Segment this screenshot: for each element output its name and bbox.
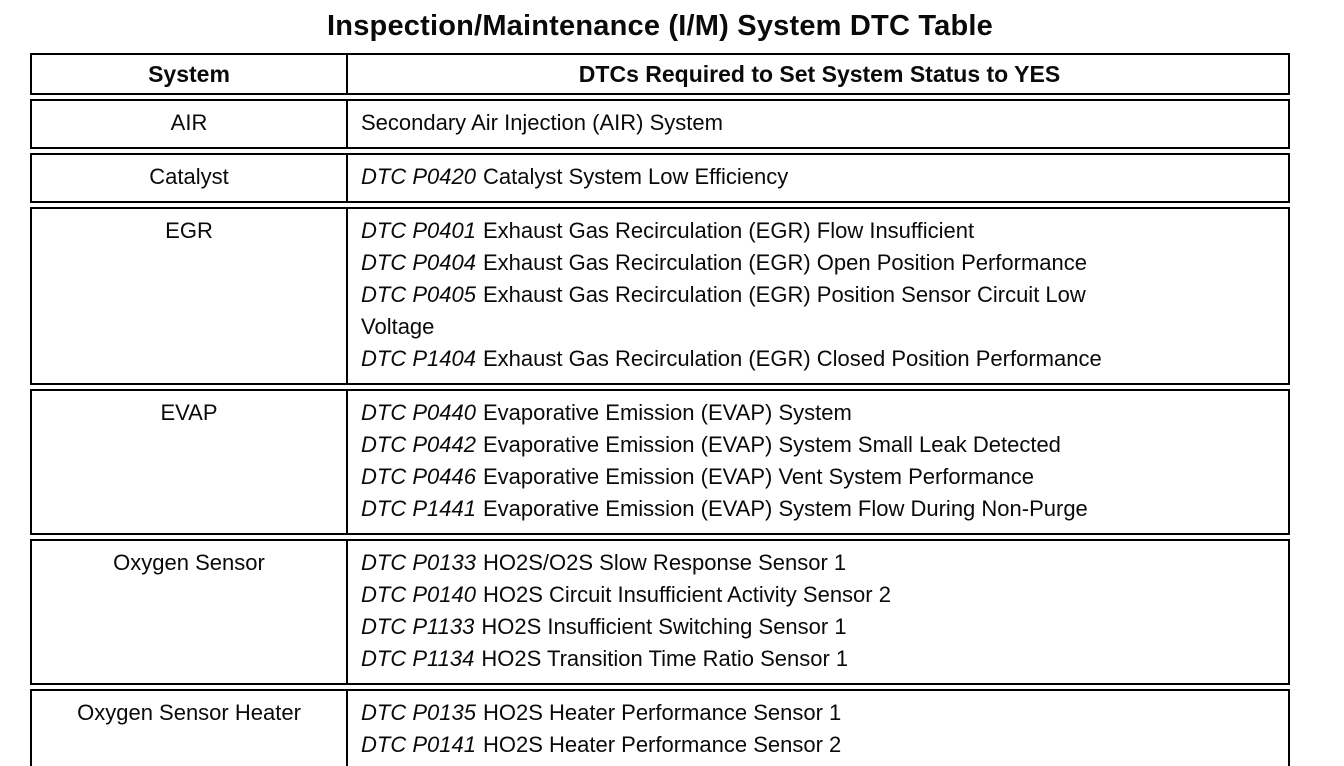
dtc-line: DTC P0133 HO2S/O2S Slow Response Sensor 1 xyxy=(361,547,1278,579)
dtc-cell: DTC P0133 HO2S/O2S Slow Response Sensor 1… xyxy=(348,541,1288,683)
system-cell: Oxygen Sensor Heater xyxy=(32,691,348,766)
dtc-code: DTC P0401 xyxy=(361,218,476,243)
dtc-text: Secondary Air Injection (AIR) System xyxy=(361,110,723,135)
table-row: EVAP DTC P0440 Evaporative Emission (EVAP)… xyxy=(30,389,1290,535)
header-system-cell: System xyxy=(32,55,348,93)
table-row: EGR DTC P0401 Exhaust Gas Recirculation (E… xyxy=(30,207,1290,385)
dtc-line: DTC P0401 Exhaust Gas Recirculation (EGR)… xyxy=(361,215,1278,247)
dtc-line: DTC P1441 Evaporative Emission (EVAP) Sys… xyxy=(361,493,1278,525)
dtc-text: HO2S Heater Performance Sensor 1 xyxy=(482,700,842,725)
dtc-text: HO2S Heater Performance Sensor 2 xyxy=(482,732,842,757)
dtc-text: Exhaust Gas Recirculation (EGR) Closed P… xyxy=(482,346,1102,371)
dtc-cell: Secondary Air Injection (AIR) System xyxy=(348,101,1288,147)
dtc-text: Exhaust Gas Recirculation (EGR) Flow Ins… xyxy=(482,218,975,243)
dtc-line: Secondary Air Injection (AIR) System xyxy=(361,107,1278,139)
dtc-code: DTC P0135 xyxy=(361,700,476,725)
dtc-line: DTC P0140 HO2S Circuit Insufficient Activ… xyxy=(361,579,1278,611)
dtc-line: DTC P0440 Evaporative Emission (EVAP) Sys… xyxy=(361,397,1278,429)
dtc-cell: DTC P0135 HO2S Heater Performance Sensor … xyxy=(348,691,1288,766)
dtc-code: DTC P0140 xyxy=(361,582,476,607)
dtc-text: Evaporative Emission (EVAP) System Small… xyxy=(482,432,1061,457)
dtc-line: DTC P1133 HO2S Insufficient Switching Sen… xyxy=(361,611,1278,643)
header-row: System DTCs Required to Set System Statu… xyxy=(30,53,1290,95)
table-body: AIR Secondary Air Injection (AIR) System C… xyxy=(30,99,1290,766)
dtc-line: DTC P0446 Evaporative Emission (EVAP) Ven… xyxy=(361,461,1278,493)
system-cell: Catalyst xyxy=(32,155,348,201)
dtc-line: DTC P0405 Exhaust Gas Recirculation (EGR)… xyxy=(361,279,1278,343)
dtc-line: DTC P0442 Evaporative Emission (EVAP) Sys… xyxy=(361,429,1278,461)
dtc-text: Exhaust Gas Recirculation (EGR) Open Pos… xyxy=(482,250,1088,275)
dtc-line: DTC P0404 Exhaust Gas Recirculation (EGR)… xyxy=(361,247,1278,279)
dtc-table: System DTCs Required to Set System Statu… xyxy=(30,53,1290,766)
system-cell: EGR xyxy=(32,209,348,383)
dtc-code: DTC P1134 xyxy=(361,646,475,671)
dtc-code: DTC P0133 xyxy=(361,550,476,575)
dtc-line: DTC P1134 HO2S Transition Time Ratio Sens… xyxy=(361,643,1278,675)
dtc-code: DTC P0405 xyxy=(361,282,476,307)
dtc-text: HO2S Circuit Insufficient Activity Senso… xyxy=(482,582,891,607)
system-cell: Oxygen Sensor xyxy=(32,541,348,683)
dtc-text: Evaporative Emission (EVAP) Vent System … xyxy=(482,464,1035,489)
system-cell: AIR xyxy=(32,101,348,147)
dtc-cell: DTC P0440 Evaporative Emission (EVAP) Sys… xyxy=(348,391,1288,533)
dtc-code: DTC P0442 xyxy=(361,432,476,457)
table-row: Oxygen Sensor Heater DTC P0135 HO2S Heater… xyxy=(30,689,1290,766)
dtc-code: DTC P0141 xyxy=(361,732,476,757)
dtc-line: DTC P1404 Exhaust Gas Recirculation (EGR)… xyxy=(361,343,1278,375)
page-title: Inspection/Maintenance (I/M) System DTC … xyxy=(327,10,993,42)
dtc-code: DTC P0440 xyxy=(361,400,476,425)
dtc-text: HO2S Transition Time Ratio Sensor 1 xyxy=(481,646,849,671)
dtc-code: DTC P1133 xyxy=(361,614,475,639)
dtc-cell: DTC P0420 Catalyst System Low Efficiency xyxy=(348,155,1288,201)
dtc-text: Catalyst System Low Efficiency xyxy=(482,164,789,189)
dtc-code: DTC P0420 xyxy=(361,164,476,189)
dtc-code: DTC P0446 xyxy=(361,464,476,489)
dtc-text: HO2S Insufficient Switching Sensor 1 xyxy=(481,614,847,639)
table-row: AIR Secondary Air Injection (AIR) System xyxy=(30,99,1290,149)
dtc-line: DTC P0135 HO2S Heater Performance Sensor … xyxy=(361,697,1278,729)
table-row: Catalyst DTC P0420 Catalyst System Low Eff… xyxy=(30,153,1290,203)
system-cell: EVAP xyxy=(32,391,348,533)
dtc-text: Evaporative Emission (EVAP) System xyxy=(482,400,852,425)
dtc-cell: DTC P0401 Exhaust Gas Recirculation (EGR)… xyxy=(348,209,1288,383)
dtc-text: HO2S/O2S Slow Response Sensor 1 xyxy=(482,550,847,575)
table-row: Oxygen Sensor DTC P0133 HO2S/O2S Slow Resp… xyxy=(30,539,1290,685)
dtc-code: DTC P1404 xyxy=(361,346,476,371)
dtc-line: DTC P0420 Catalyst System Low Efficiency xyxy=(361,161,1278,193)
dtc-line: DTC P0141 HO2S Heater Performance Sensor … xyxy=(361,729,1278,761)
dtc-text: Exhaust Gas Recirculation (EGR) Position… xyxy=(361,282,1086,339)
dtc-text: Evaporative Emission (EVAP) System Flow … xyxy=(482,496,1088,521)
dtc-code: DTC P0404 xyxy=(361,250,476,275)
dtc-code: DTC P1441 xyxy=(361,496,476,521)
header-dtc-cell: DTCs Required to Set System Status to YE… xyxy=(578,61,1061,87)
